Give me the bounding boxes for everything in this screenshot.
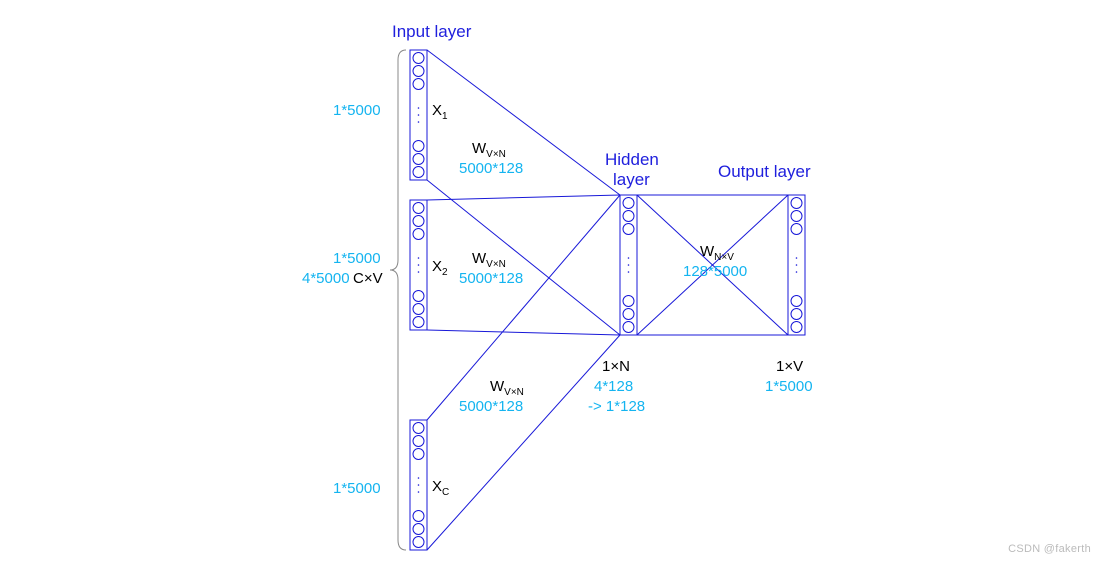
w-vn-3: WV×N — [490, 378, 524, 399]
output-layer-title: Output layer — [718, 162, 811, 182]
w-nv: WN×V — [700, 243, 734, 264]
xc-label: XC — [432, 478, 449, 499]
input-layer-title: Input layer — [392, 22, 471, 42]
edges-input-hidden — [427, 50, 620, 550]
x2-dim: 1*5000 — [333, 250, 381, 268]
w-vn-3-dim: 5000*128 — [459, 398, 523, 416]
hidden-dim-cyan2: -> 1*128 — [588, 398, 645, 416]
diagram-svg — [0, 0, 1099, 561]
xc-dim: 1*5000 — [333, 480, 381, 498]
hidden-dim-cyan1: 4*128 — [594, 378, 633, 396]
hidden-dim-black: 1×N — [602, 358, 630, 376]
w-vn-1-dim: 5000*128 — [459, 160, 523, 178]
cxv-cyan: 4*5000 — [302, 270, 350, 288]
x1-label: X1 — [432, 102, 448, 123]
watermark: CSDN @fakerth — [1008, 543, 1091, 555]
w-nv-dim: 128*5000 — [683, 263, 747, 281]
output-dim-black: 1×V — [776, 358, 803, 376]
input-bracket — [390, 50, 406, 550]
vector-output — [788, 195, 805, 335]
vector-hidden — [620, 195, 637, 335]
hidden-layer-title-1: Hidden — [605, 150, 659, 170]
vector-x1 — [410, 50, 427, 180]
hidden-layer-title-2: layer — [613, 170, 650, 190]
cxv-black: C×V — [353, 270, 383, 288]
w-vn-2-dim: 5000*128 — [459, 270, 523, 288]
x1-dim: 1*5000 — [333, 102, 381, 120]
vector-xc — [410, 420, 427, 550]
w-vn-2: WV×N — [472, 250, 506, 271]
w-vn-1: WV×N — [472, 140, 506, 161]
x2-label: X2 — [432, 258, 448, 279]
output-dim-cyan: 1*5000 — [765, 378, 813, 396]
vector-x2 — [410, 200, 427, 330]
